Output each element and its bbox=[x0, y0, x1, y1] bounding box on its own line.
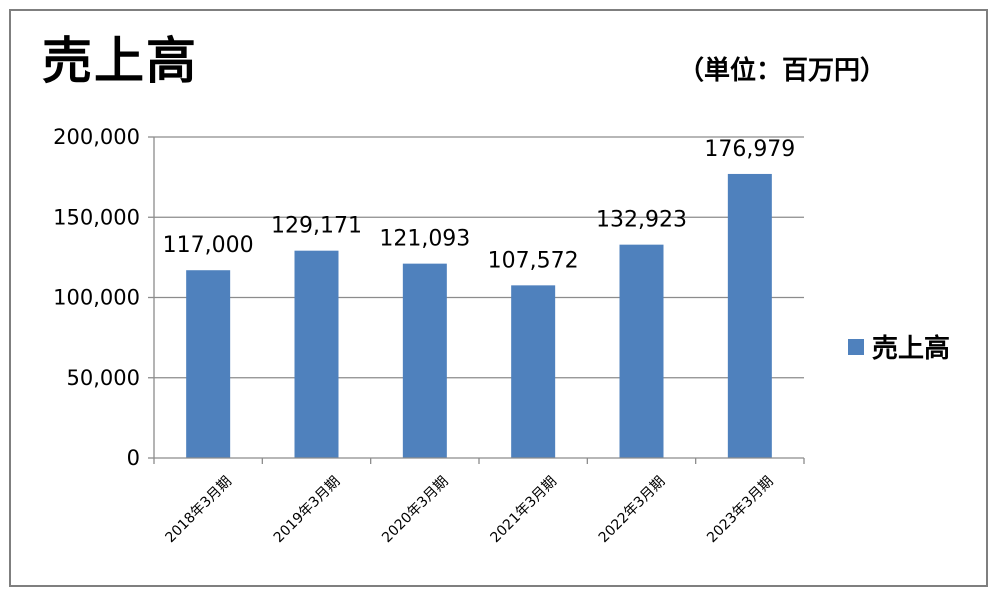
x-tick-label: 2022年3月期 bbox=[596, 474, 669, 547]
unit-label: （単位：百万円） bbox=[678, 56, 887, 86]
y-tick-label: 100,000 bbox=[53, 286, 140, 310]
bar bbox=[402, 263, 447, 458]
x-tick-label: 2020年3月期 bbox=[379, 474, 452, 547]
x-tick-label: 2019年3月期 bbox=[271, 474, 344, 547]
y-tick-label: 50,000 bbox=[67, 366, 140, 390]
data-label: 176,979 bbox=[704, 137, 795, 162]
y-tick-label: 150,000 bbox=[53, 205, 140, 229]
bar bbox=[186, 270, 231, 458]
y-tick-label: 200,000 bbox=[53, 125, 140, 149]
x-tick-label: 2021年3月期 bbox=[487, 474, 560, 547]
bar bbox=[511, 285, 556, 458]
bars bbox=[186, 173, 772, 458]
x-tick-label: 2023年3月期 bbox=[704, 474, 777, 547]
legend-swatch bbox=[848, 339, 864, 355]
data-label: 129,171 bbox=[271, 214, 362, 239]
gridlines bbox=[154, 136, 804, 379]
bar bbox=[294, 250, 339, 458]
y-tick-label: 0 bbox=[127, 446, 140, 470]
bar bbox=[619, 244, 664, 458]
data-label: 117,000 bbox=[163, 233, 254, 258]
legend: 売上高 bbox=[848, 333, 950, 364]
data-label: 121,093 bbox=[379, 227, 470, 252]
legend-label: 売上高 bbox=[872, 333, 950, 364]
data-label: 132,923 bbox=[596, 208, 687, 233]
data-labels: 117,000 129,171 121,093 107,572 132,923 176,9… bbox=[163, 137, 796, 273]
data-label: 107,572 bbox=[488, 248, 579, 273]
x-tick-label: 2018年3月期 bbox=[162, 474, 235, 547]
chart-title: 売上高 bbox=[42, 32, 198, 90]
bar bbox=[727, 173, 772, 458]
